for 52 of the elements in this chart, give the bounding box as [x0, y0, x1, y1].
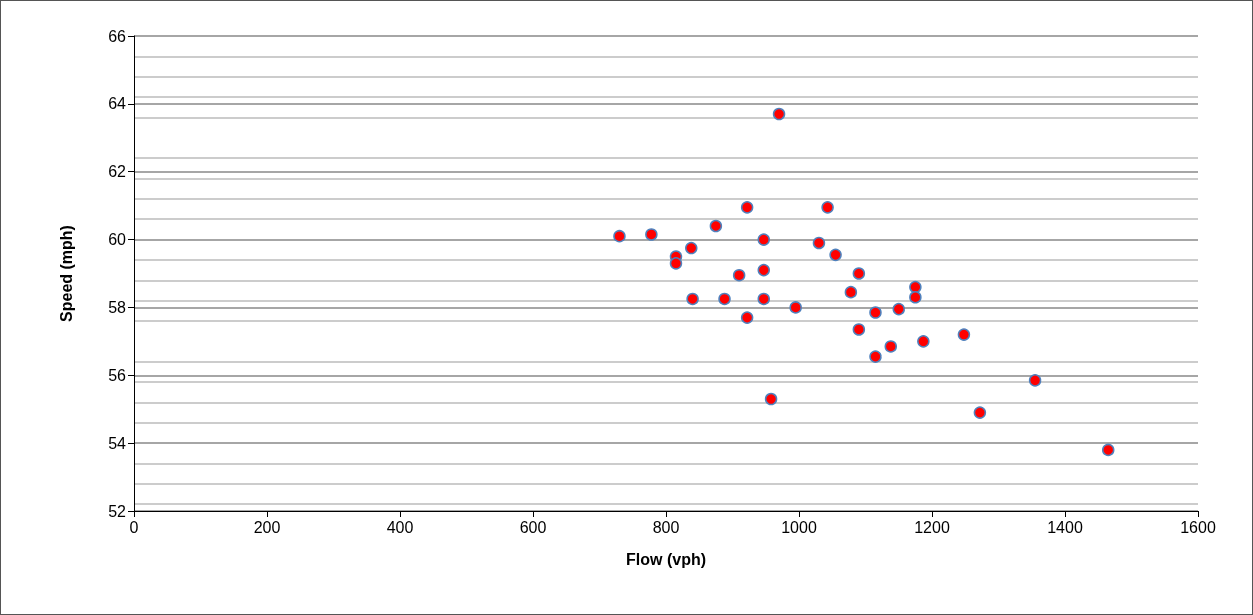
point: [844, 285, 858, 299]
x-axis-title: Flow (vph): [626, 550, 706, 568]
point: [613, 229, 626, 243]
point: [772, 107, 786, 121]
x-tick-label: 1200: [914, 518, 950, 536]
point: [718, 292, 731, 306]
point: [1028, 374, 1042, 387]
x-tick-label: 1000: [781, 518, 817, 536]
point: [764, 392, 778, 406]
x-tick-label: 1600: [1180, 518, 1216, 536]
y-tick-label: 66: [108, 27, 127, 45]
y-tick-label: 64: [108, 95, 127, 113]
x-tick-label: 600: [519, 518, 547, 536]
point: [852, 323, 866, 336]
y-tick-label: 54: [108, 434, 127, 452]
point: [812, 236, 826, 250]
point: [789, 301, 802, 314]
y-tick-label: 60: [108, 231, 127, 249]
point: [829, 248, 842, 262]
point: [669, 257, 683, 270]
point: [1101, 443, 1115, 457]
point: [973, 406, 987, 419]
x-tick-label: 800: [652, 518, 680, 536]
point: [821, 201, 834, 214]
point: [757, 233, 771, 246]
point: [917, 335, 930, 348]
y-tick-label: 58: [108, 298, 127, 316]
point: [909, 280, 922, 294]
x-tick-label: 0: [129, 518, 139, 536]
y-tick-label: 56: [108, 366, 127, 384]
point: [757, 263, 771, 277]
y-tick-label: 62: [108, 163, 127, 181]
point: [869, 350, 882, 363]
y-axis-title: Speed (mph): [57, 225, 75, 322]
point: [884, 340, 898, 353]
point: [852, 267, 866, 280]
x-tick-label: 400: [386, 518, 414, 536]
point: [909, 291, 922, 304]
point: [757, 292, 771, 306]
point: [686, 292, 699, 306]
point: [645, 228, 658, 241]
point: [685, 241, 698, 255]
point: [732, 268, 746, 282]
point: [740, 311, 754, 324]
point: [709, 219, 723, 233]
point: [957, 328, 971, 341]
point: [869, 306, 882, 319]
point: [740, 201, 754, 214]
x-tick-label: 200: [253, 518, 281, 536]
point: [892, 302, 905, 316]
y-tick-label: 52: [108, 502, 127, 520]
x-tick-label: 1400: [1047, 518, 1083, 536]
